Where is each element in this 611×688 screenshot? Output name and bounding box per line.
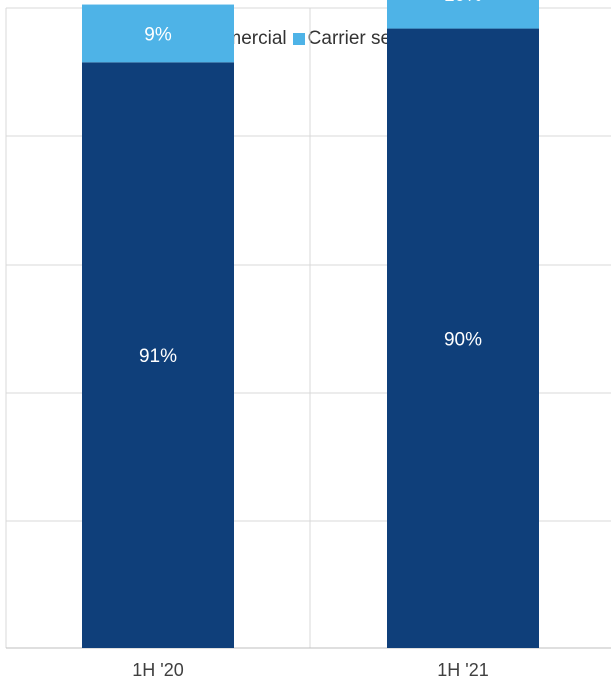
legend-swatch-carrier-services (292, 33, 305, 45)
segment-label-commercial-1: 90% (444, 329, 482, 350)
bar-carrier-services-1 (387, 0, 539, 29)
x-tick-label-1: 1H '21 (437, 660, 488, 680)
bar-commercial-1 (387, 28, 539, 649)
x-tick-label-0: 1H '20 (132, 660, 183, 680)
segment-label-carrier-services-1: 10% (444, 0, 482, 6)
bar-commercial-0 (82, 62, 234, 649)
segment-label-commercial-0: 91% (139, 346, 177, 367)
bar-carrier-services-0 (82, 4, 234, 63)
segment-label-carrier-services-0: 9% (144, 24, 172, 45)
